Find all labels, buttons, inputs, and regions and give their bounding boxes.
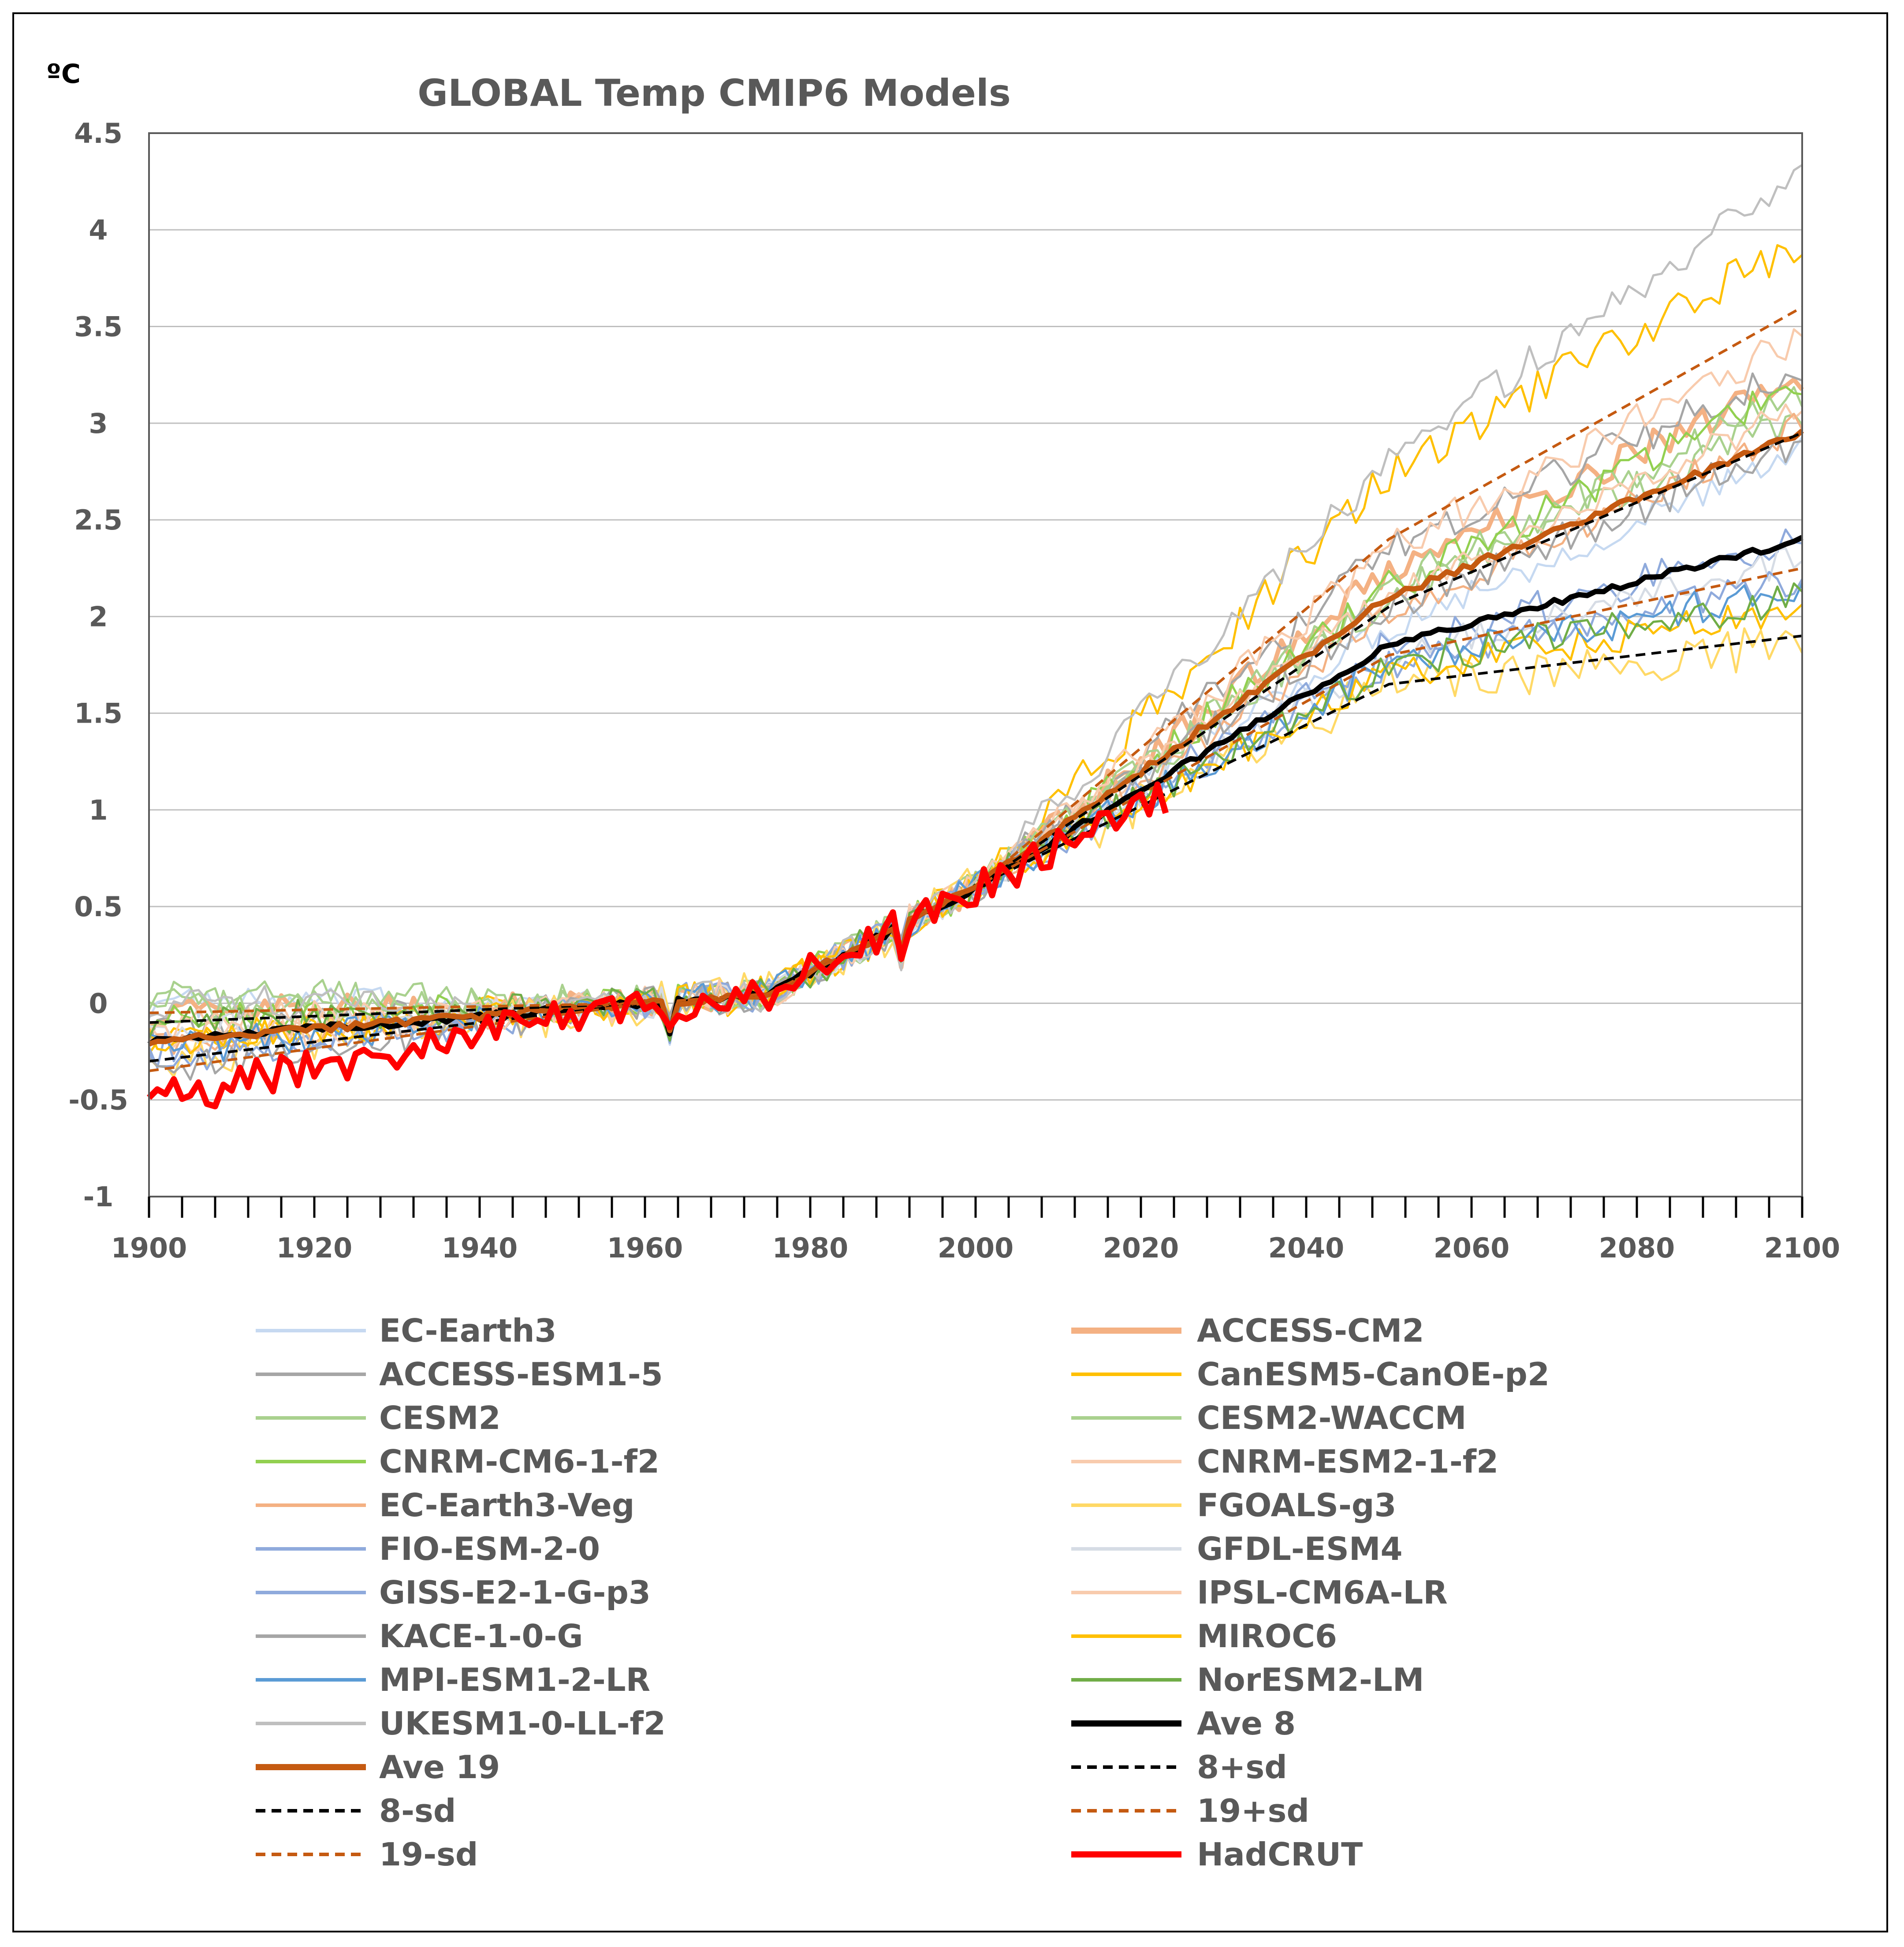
legend-label: UKESM1-0-LL-f2 bbox=[379, 1705, 666, 1742]
legend-label: ACCESS-ESM1-5 bbox=[379, 1356, 663, 1393]
series-line-noresm2-lm bbox=[148, 582, 1803, 1042]
series-line-ec-earth3-veg bbox=[148, 413, 1803, 1055]
legend-label: ACCESS-CM2 bbox=[1197, 1312, 1424, 1349]
x-tick-label: 1920 bbox=[276, 1232, 353, 1264]
legend-label: MIROC6 bbox=[1197, 1618, 1337, 1655]
legend: EC-Earth3 ACCESS-ESM1-5 CESM2 CNRM-CM6-1-f2… bbox=[256, 1312, 1550, 1873]
series-line-mpi-esm1-2-lr bbox=[149, 583, 1803, 1062]
series-line-8-sd bbox=[149, 634, 1803, 1063]
series-line-hadcrut bbox=[147, 781, 1169, 1110]
y-tick-label: 4 bbox=[89, 214, 108, 246]
legend-label: 19+sd bbox=[1197, 1792, 1309, 1829]
series-line-fio-esm-2-0 bbox=[148, 528, 1803, 1069]
series-line-cesm2-waccm bbox=[148, 413, 1803, 1044]
x-tick-label: 2080 bbox=[1599, 1232, 1675, 1264]
series-line-access-esm1-5 bbox=[148, 372, 1803, 1046]
legend-label: Ave 8 bbox=[1197, 1705, 1296, 1742]
y-tick-label: 0 bbox=[89, 987, 108, 1019]
legend-label: MPI-ESM1-2-LR bbox=[379, 1661, 650, 1698]
y-tick-label: 2 bbox=[89, 601, 108, 633]
x-tick-label: 2020 bbox=[1103, 1232, 1179, 1264]
chart-title: GLOBAL Temp CMIP6 Models bbox=[417, 71, 1011, 115]
x-tick-label: 2000 bbox=[938, 1232, 1014, 1264]
legend-label: GISS-E2-1-G-p3 bbox=[379, 1574, 651, 1611]
legend-label: FGOALS-g3 bbox=[1197, 1487, 1397, 1524]
x-tick-label: 1980 bbox=[772, 1232, 849, 1264]
x-tick-label: 1900 bbox=[111, 1232, 187, 1264]
y-tick-label: 1.5 bbox=[74, 697, 123, 730]
legend-label: Ave 19 bbox=[379, 1749, 500, 1786]
legend-label: NorESM2-LM bbox=[1197, 1661, 1424, 1698]
legend-label: CESM2 bbox=[379, 1399, 501, 1436]
y-tick-label: 0.5 bbox=[74, 891, 123, 923]
x-tick-label: 1940 bbox=[442, 1232, 518, 1264]
legend-label: 8+sd bbox=[1197, 1749, 1287, 1786]
series-line-cnrm-cm6-1-f2 bbox=[149, 385, 1803, 1034]
legend-label: GFDL-ESM4 bbox=[1197, 1530, 1403, 1567]
legend-label: IPSL-CM6A-LR bbox=[1197, 1574, 1448, 1611]
axes: -1 -0.5 0 0.5 1 1.5 2 2.5 3 3.5 4 4.5 1900 1920 1940 19… bbox=[68, 117, 1840, 1264]
legend-label: CNRM-ESM2-1-f2 bbox=[1197, 1443, 1498, 1480]
y-tick-label: 4.5 bbox=[74, 117, 123, 149]
series-line-ave-8 bbox=[147, 535, 1803, 1047]
y-unit-label: ºC bbox=[46, 59, 81, 90]
legend-label: CanESM5-CanOE-p2 bbox=[1197, 1356, 1550, 1393]
legend-label: KACE-1-0-G bbox=[379, 1618, 583, 1655]
series-line-cesm2 bbox=[148, 386, 1803, 1024]
legend-label: 19-sd bbox=[379, 1836, 478, 1873]
legend-label: EC-Earth3 bbox=[379, 1312, 557, 1349]
y-tick-label: -0.5 bbox=[68, 1084, 128, 1116]
x-tick-label: 1960 bbox=[607, 1232, 683, 1264]
y-tick-label: 2.5 bbox=[74, 504, 123, 536]
series-line-miroc6 bbox=[148, 604, 1803, 1055]
series-line-19-sd bbox=[149, 567, 1803, 1072]
x-tick-label: 2040 bbox=[1268, 1232, 1345, 1264]
y-tick-label: -1 bbox=[83, 1181, 114, 1213]
x-tick-label: 2100 bbox=[1764, 1232, 1841, 1264]
x-tick-label: 2060 bbox=[1434, 1232, 1510, 1264]
series-line-19-sd bbox=[149, 306, 1803, 1032]
legend-label: 8-sd bbox=[379, 1792, 456, 1829]
legend-label: EC-Earth3-Veg bbox=[379, 1487, 634, 1524]
series-line-kace-1-0-g bbox=[148, 436, 1803, 1081]
legend-label: FIO-ESM-2-0 bbox=[379, 1530, 600, 1567]
y-tick-label: 3 bbox=[89, 407, 108, 440]
figure-frame bbox=[12, 12, 1888, 1932]
series-line-ipsl-cm6a-lr bbox=[148, 328, 1803, 1052]
series-layer bbox=[147, 164, 1804, 1110]
series-line-cnrm-esm2-1-f2 bbox=[148, 403, 1803, 1038]
y-tick-label: 3.5 bbox=[74, 311, 123, 343]
legend-label: HadCRUT bbox=[1197, 1836, 1363, 1873]
y-tick-label: 1 bbox=[89, 794, 108, 826]
series-line-ukesm1-0-ll-f2 bbox=[149, 164, 1803, 1027]
series-line-access-cm2 bbox=[148, 377, 1804, 1034]
legend-label: CNRM-CM6-1-f2 bbox=[379, 1443, 660, 1480]
legend-label: CESM2-WACCM bbox=[1197, 1399, 1467, 1436]
